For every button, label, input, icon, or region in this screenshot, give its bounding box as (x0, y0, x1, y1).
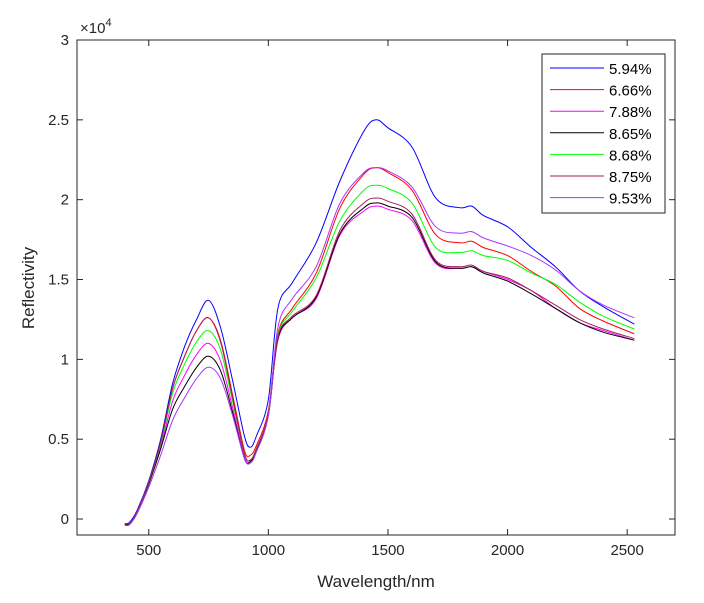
tick-labels: 500 1000 1500 2000 2500 0 0.5 1 1.5 2 2.5 3 (48, 32, 644, 559)
legend: 5.94% 6.66% 7.88% 8.65% 8.68% 8.75% 9.53% (541, 53, 666, 214)
x-tick-label: 2000 (491, 542, 524, 559)
legend-label: 8.75% (609, 169, 652, 186)
x-tick-label: 1000 (252, 542, 285, 559)
legend-label: 6.66% (609, 83, 652, 100)
legend-label: 8.65% (609, 126, 652, 143)
legend-label: 7.88% (609, 104, 652, 121)
series-lines (124, 119, 635, 527)
series-line-865 (124, 202, 635, 526)
y-tick-label: 3 (61, 32, 69, 49)
legend-box (541, 53, 666, 214)
series-line-868 (124, 184, 635, 525)
legend-label: 9.53% (609, 191, 652, 208)
y-tick-label: 2.5 (48, 112, 69, 129)
y-tick-label: 1.5 (48, 272, 69, 289)
axes (76, 39, 676, 536)
y-axis-label: Reflectivity (19, 246, 38, 329)
series-line-875 (124, 197, 635, 525)
x-tick-label: 1500 (371, 542, 404, 559)
x-tick-label: 500 (136, 542, 161, 559)
x-axis-label: Wavelength/nm (317, 572, 434, 591)
y-tick-label: 0.5 (48, 431, 69, 448)
axes-box (76, 39, 676, 536)
legend-label: 8.68% (609, 147, 652, 164)
series-line-594 (124, 119, 635, 525)
y-tick-label: 2 (61, 192, 69, 209)
series-line-953 (124, 167, 635, 527)
y-tick-label: 1 (61, 351, 69, 368)
legend-label: 5.94% (609, 61, 652, 78)
x-tick-label: 2500 (610, 542, 643, 559)
y-tick-label: 0 (61, 511, 69, 528)
y-exponent-label: ×104 (80, 17, 112, 37)
